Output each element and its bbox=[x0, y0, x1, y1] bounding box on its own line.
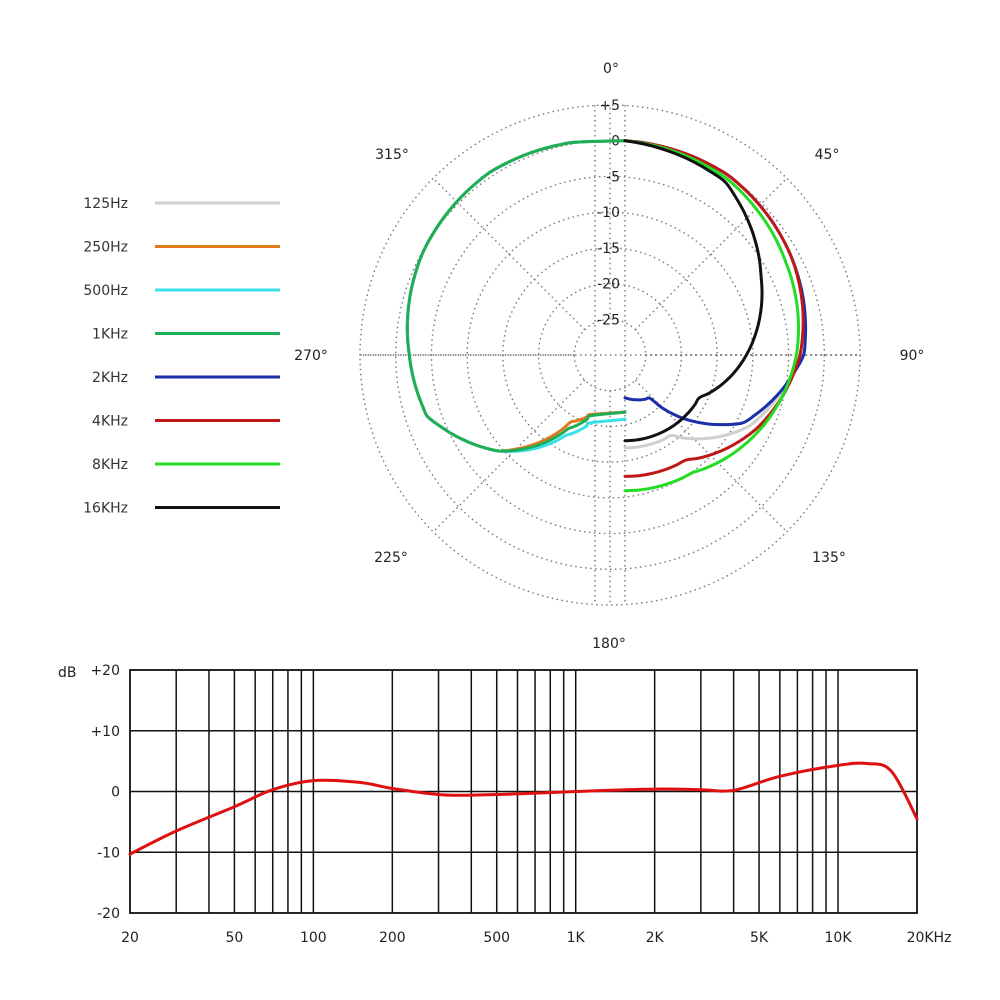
x-tick-label: 200 bbox=[379, 930, 406, 946]
frequency-x-labels: 20 50 100 200 500 1K 2K 5K 10K 20KHz bbox=[121, 930, 951, 946]
x-tick-label: 50 bbox=[225, 930, 243, 946]
radial-tick-label: -20 bbox=[597, 277, 620, 293]
y-tick-label: -20 bbox=[97, 906, 120, 922]
legend-label-16khz: 16KHz bbox=[83, 501, 128, 517]
polar-curve-2khz bbox=[623, 139, 808, 427]
legend-label-1khz: 1KHz bbox=[92, 327, 128, 343]
legend: 125Hz 250Hz 500Hz 1KHz 2KHz 4KHz 8KHz 16KHz bbox=[83, 196, 280, 517]
x-tick-label: 20KHz bbox=[907, 930, 952, 946]
legend-label-2khz: 2KHz bbox=[92, 370, 128, 386]
polar-curve-125hz bbox=[623, 139, 805, 450]
polar-spoke bbox=[432, 379, 586, 533]
angle-label-315: 315° bbox=[375, 147, 409, 163]
x-tick-label: 1K bbox=[567, 930, 586, 946]
polar-ring bbox=[395, 140, 825, 570]
radial-tick-label: +5 bbox=[599, 98, 620, 114]
legend-label-8khz: 8KHz bbox=[92, 457, 128, 473]
y-tick-label: +10 bbox=[90, 724, 120, 740]
legend-label-4khz: 4KHz bbox=[92, 414, 128, 430]
radial-tick-label: -10 bbox=[597, 205, 620, 221]
y-tick-label: 0 bbox=[111, 785, 120, 801]
frequency-grid bbox=[129, 669, 918, 914]
angle-label-0: 0° bbox=[603, 61, 619, 77]
y-tick-label: -10 bbox=[97, 845, 120, 861]
x-tick-label: 5K bbox=[750, 930, 769, 946]
legend-label-250hz: 250Hz bbox=[83, 240, 128, 256]
radial-tick-label: -25 bbox=[597, 312, 620, 328]
polar-ring bbox=[466, 211, 754, 499]
angle-label-135: 135° bbox=[812, 550, 846, 566]
radial-tick-label: -5 bbox=[606, 169, 620, 185]
polar-angle-labels: 0° 45° 90° 135° 180° 225° 270° 315° bbox=[294, 61, 924, 652]
angle-label-180: 180° bbox=[592, 636, 626, 652]
x-tick-label: 500 bbox=[483, 930, 510, 946]
legend-label-125hz: 125Hz bbox=[83, 196, 128, 212]
x-tick-label: 2K bbox=[646, 930, 665, 946]
polar-curve-4khz bbox=[623, 139, 805, 478]
legend-label-500hz: 500Hz bbox=[83, 283, 128, 299]
y-axis-unit-label: dB bbox=[58, 665, 77, 681]
polar-curve-500hz bbox=[405, 139, 627, 453]
angle-label-90: 90° bbox=[900, 348, 925, 364]
angle-label-45: 45° bbox=[815, 147, 840, 163]
polar-radial-labels: +50-5-10-15-20-25 bbox=[597, 98, 620, 328]
polar-spoke bbox=[432, 177, 586, 331]
polar-curve-16khz bbox=[623, 139, 764, 443]
x-tick-label: 100 bbox=[300, 930, 327, 946]
polar-curves bbox=[405, 139, 808, 493]
frequency-response-line bbox=[128, 761, 919, 856]
angle-label-225: 225° bbox=[374, 550, 408, 566]
frequency-curve bbox=[128, 761, 919, 856]
polar-curve-1khz bbox=[405, 139, 627, 453]
x-tick-label: 20 bbox=[121, 930, 139, 946]
radial-tick-label: -15 bbox=[597, 241, 620, 257]
angle-label-270: 270° bbox=[294, 348, 328, 364]
polar-curve-8khz bbox=[623, 139, 801, 493]
polar-curve-250hz bbox=[405, 139, 627, 453]
y-tick-label: +20 bbox=[90, 663, 120, 679]
polar-spoke bbox=[634, 177, 788, 331]
frequency-y-labels: dB +20 +10 0 -10 -20 bbox=[58, 663, 120, 922]
x-tick-label: 10K bbox=[825, 930, 853, 946]
